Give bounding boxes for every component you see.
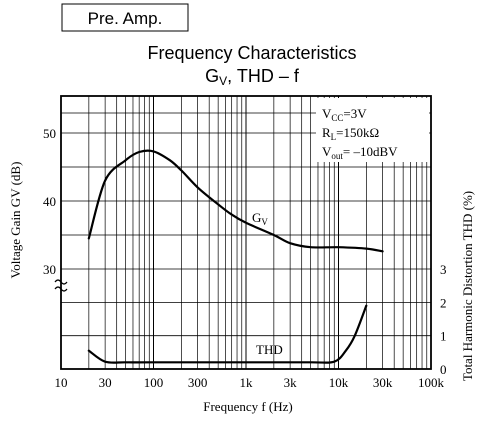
- y-axis-left-label: Voltage Gain GV (dB): [8, 162, 23, 279]
- y-right-tick-labels: 3 2 1 0: [440, 262, 447, 377]
- condition-rl: RL=150kΩ: [322, 125, 379, 142]
- x-tick-label: 10k: [329, 375, 349, 390]
- x-tick-label: 300: [188, 375, 208, 390]
- x-axis-label: Frequency f (Hz): [203, 399, 293, 414]
- y-right-tick-label: 0: [440, 362, 447, 377]
- x-tick-label: 3k: [284, 375, 298, 390]
- x-tick-label: 10: [55, 375, 68, 390]
- chart-subtitle: GV, THD – f: [205, 66, 300, 88]
- conditions-box: VCC=3V RL=150kΩ Vout= –10dBV: [316, 98, 429, 162]
- y-right-tick-label: 1: [440, 329, 447, 344]
- y-left-tick-label: 40: [43, 194, 56, 209]
- y-left-tick-label: 30: [43, 262, 56, 277]
- x-tick-labels: 10 30 100 300 1k 3k 10k 30k 100k: [55, 375, 445, 390]
- x-tick-label: 30: [99, 375, 112, 390]
- y-axis-right-label: Total Harmonic Distortion THD (%): [460, 191, 475, 381]
- y-right-tick-label: 3: [440, 262, 447, 277]
- y-left-tick-labels: 50 40 30: [43, 126, 56, 277]
- y-right-tick-label: 2: [440, 295, 447, 310]
- series-label-thd: THD: [256, 342, 283, 357]
- x-tick-label: 100: [144, 375, 164, 390]
- header-badge-text: Pre. Amp.: [88, 9, 163, 28]
- condition-vcc: VCC=3V: [322, 106, 367, 123]
- x-tick-label: 100k: [418, 375, 445, 390]
- chart-title: Frequency Characteristics: [147, 43, 356, 63]
- x-tick-label: 1k: [240, 375, 254, 390]
- y-left-tick-label: 50: [43, 126, 56, 141]
- x-tick-label: 30k: [373, 375, 393, 390]
